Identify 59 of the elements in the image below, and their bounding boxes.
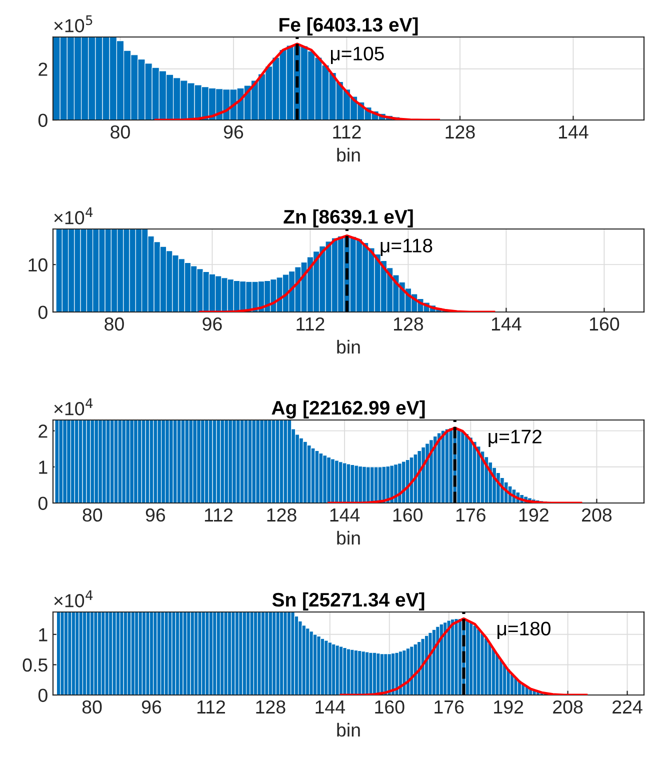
chart-title: Sn [25271.34 eV]	[272, 592, 424, 610]
text: ×10$^{5}$	[54, 15, 92, 32]
x-tick-label: 160	[590, 317, 620, 331]
line-series	[328, 426, 582, 503]
line-series	[198, 234, 496, 312]
x-tick-label: 144	[330, 508, 360, 522]
chart-title: Fe [6403.13 eV]	[280, 17, 418, 36]
line-series	[340, 617, 588, 695]
text: ×10$^{4}$	[54, 398, 93, 416]
y-tick-label: 0.5	[22, 658, 48, 672]
x-tick-label: 128	[267, 508, 296, 522]
y-tick-label: 2	[38, 424, 48, 438]
chart-title: Zn [8639.1 eV]	[284, 209, 413, 228]
x-tick-label: 160	[393, 508, 423, 522]
ref-line-label: μ=118	[380, 238, 432, 256]
x-tick-label: 208	[553, 700, 583, 714]
x-tick-label: 128	[256, 700, 286, 714]
x-axis-title: bin	[337, 148, 360, 162]
x-tick-label: 128	[446, 125, 475, 139]
x-tick-label: 144	[559, 126, 588, 138]
text: ×10$^{4}$	[54, 590, 93, 608]
x-tick-label: 80	[104, 317, 124, 331]
x-tick-label: 112	[333, 125, 361, 138]
x-tick-label: 80	[82, 508, 102, 522]
x-axis-title: bin	[337, 530, 360, 545]
ref-line-label: μ=105	[331, 46, 384, 64]
x-tick-label: 80	[110, 125, 130, 139]
x-tick-label: 192	[519, 508, 548, 522]
x-tick-label: 144	[492, 318, 522, 330]
x-tick-label: 160	[375, 700, 404, 714]
x-tick-label: 192	[494, 700, 524, 714]
y-tick-label: 1	[39, 460, 48, 474]
x-tick-label: 208	[582, 508, 612, 522]
x-axis-title: bin	[337, 340, 360, 354]
y-tick-label: 0	[38, 688, 48, 702]
x-tick-label: 96	[224, 125, 244, 139]
text: ×10$^{4}$	[54, 207, 93, 224]
x-tick-label: 112	[197, 700, 225, 714]
y-tick-label: 2	[38, 62, 48, 76]
chart-title: Ag [22162.99 eV]	[272, 400, 425, 419]
x-tick-label: 96	[142, 700, 162, 714]
y-tick-label: 1	[39, 628, 48, 642]
x-tick-label: 96	[146, 508, 166, 522]
y-tick-label: 0	[38, 114, 48, 127]
y-tick-label: 0	[38, 496, 48, 510]
x-tick-label: 128	[394, 317, 424, 331]
x-tick-label: 224	[612, 700, 642, 714]
ref-line-label: μ=172	[488, 430, 542, 448]
y-tick-label: 10	[28, 258, 48, 272]
x-tick-label: 144	[316, 700, 346, 714]
x-axis-title: bin	[337, 722, 360, 737]
x-tick-label: 112	[296, 317, 324, 330]
ref-line-label: μ=180	[498, 622, 550, 640]
y-tick-label: 0	[38, 306, 48, 319]
x-tick-label: 96	[202, 317, 222, 331]
x-tick-label: 80	[82, 700, 102, 714]
x-tick-label: 176	[456, 508, 486, 522]
x-tick-label: 176	[434, 700, 464, 714]
x-tick-label: 112	[204, 508, 232, 522]
